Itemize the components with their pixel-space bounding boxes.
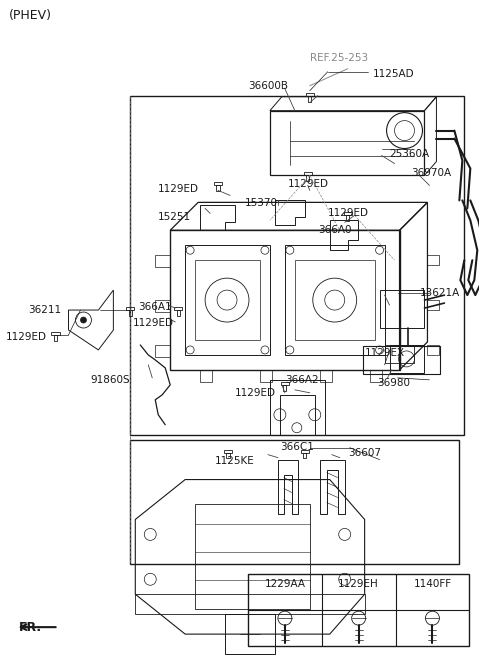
Bar <box>130 96 464 435</box>
Text: 36211: 36211 <box>29 305 62 315</box>
Text: 1129ED: 1129ED <box>288 179 329 189</box>
Bar <box>306 175 310 181</box>
Text: FR.: FR. <box>19 621 42 634</box>
Bar <box>370 370 382 382</box>
Text: 1129ED: 1129ED <box>158 185 199 194</box>
Bar <box>216 185 220 191</box>
Bar <box>54 335 57 341</box>
Bar <box>283 385 287 391</box>
Text: 1125KE: 1125KE <box>215 455 255 466</box>
Text: 1129EX: 1129EX <box>365 348 405 358</box>
Text: 1129ED: 1129ED <box>6 332 47 342</box>
Bar <box>295 260 374 340</box>
Bar <box>363 346 441 374</box>
Bar <box>227 453 229 459</box>
Text: 36600B: 36600B <box>248 80 288 91</box>
Text: 366A1: 366A1 <box>138 302 172 312</box>
Bar <box>248 574 469 646</box>
Bar <box>270 111 424 175</box>
Bar <box>320 370 332 382</box>
Text: 36970A: 36970A <box>411 169 452 179</box>
Text: 15370: 15370 <box>245 198 278 208</box>
Text: 1129ED: 1129ED <box>235 388 276 398</box>
Bar <box>155 345 170 357</box>
Text: 36607: 36607 <box>348 447 381 457</box>
Bar <box>285 245 384 355</box>
Bar <box>177 310 180 316</box>
Text: 91860S: 91860S <box>90 375 130 385</box>
Text: 366A0: 366A0 <box>318 225 351 235</box>
Bar <box>260 370 272 382</box>
Text: 1129EH: 1129EH <box>338 579 379 589</box>
Text: 366C1: 366C1 <box>280 442 314 451</box>
Bar <box>130 440 459 564</box>
Bar <box>428 255 439 265</box>
Text: 1140FF: 1140FF <box>413 579 452 589</box>
Text: (PHEV): (PHEV) <box>9 9 52 22</box>
Text: 1129ED: 1129ED <box>328 208 369 218</box>
Text: 1125AD: 1125AD <box>372 69 414 79</box>
Bar <box>129 310 132 316</box>
Bar <box>304 172 312 175</box>
Bar <box>214 183 222 185</box>
Bar <box>195 260 260 340</box>
Bar <box>185 245 270 355</box>
Text: 25360A: 25360A <box>390 148 430 159</box>
Bar <box>174 307 182 310</box>
Text: 36980: 36980 <box>378 378 410 388</box>
Bar <box>390 345 424 373</box>
Text: 1129ED: 1129ED <box>133 318 174 328</box>
Text: 15251: 15251 <box>158 212 192 222</box>
Bar <box>308 96 312 101</box>
Bar <box>224 449 232 453</box>
Text: 1229AA: 1229AA <box>264 579 305 589</box>
Bar <box>428 300 439 310</box>
Bar <box>346 215 349 221</box>
Bar <box>428 345 439 355</box>
Text: 366A2: 366A2 <box>285 375 319 385</box>
Bar <box>384 345 415 363</box>
Bar <box>380 290 424 328</box>
Bar <box>344 212 352 215</box>
Text: REF.25-253: REF.25-253 <box>310 53 368 63</box>
Bar <box>51 332 60 335</box>
Bar <box>306 92 314 96</box>
Bar <box>126 307 134 310</box>
Bar <box>200 370 212 382</box>
Bar <box>155 300 170 312</box>
Bar <box>281 382 289 385</box>
Bar <box>303 453 306 459</box>
Bar <box>170 230 399 370</box>
Bar <box>155 255 170 267</box>
Circle shape <box>81 317 86 323</box>
Text: 13621A: 13621A <box>420 288 460 298</box>
Bar <box>301 449 309 453</box>
